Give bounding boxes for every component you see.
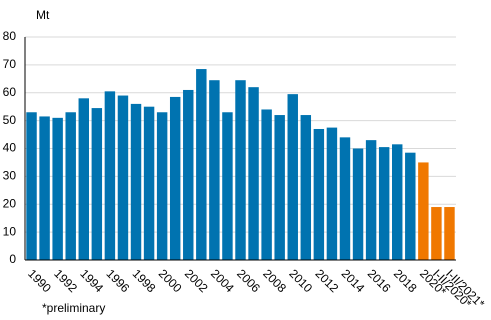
bar: [326, 127, 338, 260]
bar: [130, 103, 142, 261]
bar: [444, 207, 455, 260]
y-tick-label: 20: [3, 196, 17, 210]
bar: [405, 152, 416, 260]
bar: [418, 162, 429, 260]
y-tick-label: 10: [3, 224, 17, 238]
x-tick-label: 1994: [77, 266, 106, 295]
x-tick-label: 1996: [104, 266, 133, 295]
bar: [431, 207, 442, 260]
y-tick-label: 80: [3, 29, 17, 43]
bar: [65, 112, 76, 260]
x-tick-label: 2006: [234, 266, 263, 295]
bar: [300, 115, 312, 260]
y-tick-label: 30: [3, 169, 17, 183]
bar: [339, 137, 351, 260]
bar: [169, 96, 181, 261]
y-tick-label: 40: [3, 141, 17, 155]
bar: [222, 112, 233, 260]
x-tick-label: 2016: [365, 266, 394, 295]
bar: [209, 80, 220, 260]
bar: [196, 69, 207, 261]
bar: [39, 116, 50, 260]
x-tick-label: 2014: [339, 266, 368, 295]
x-tick-label: 2004: [208, 266, 237, 295]
bar: [235, 80, 246, 260]
y-tick-label: 70: [3, 57, 17, 71]
bar: [78, 98, 89, 260]
y-tick-label: 50: [3, 113, 17, 127]
bar: [365, 140, 377, 260]
x-tick-label: 2012: [312, 266, 341, 295]
bar: [183, 89, 194, 261]
x-tick-label: 1990: [25, 266, 54, 295]
x-tick-label: 2018: [391, 266, 420, 295]
bar: [248, 87, 259, 260]
x-tick-label: 2002: [182, 266, 211, 295]
y-tick-label: 0: [9, 252, 16, 266]
bar: [261, 109, 272, 260]
x-tick-label: 2000: [156, 266, 185, 295]
y-unit: Mt: [36, 8, 50, 22]
bar: [91, 108, 103, 260]
bar: [104, 91, 116, 260]
x-tick-label: 2008: [260, 266, 289, 295]
bar: [26, 112, 37, 260]
bar: [378, 147, 390, 260]
x-tick-label: 1992: [51, 266, 80, 295]
bar: [287, 94, 298, 260]
bar: [392, 144, 403, 260]
x-tick-label: 2010: [286, 266, 315, 295]
y-tick-label: 60: [3, 85, 17, 99]
bar: [313, 128, 325, 260]
note: *preliminary: [42, 301, 105, 315]
bar: [52, 117, 63, 261]
bar: [117, 95, 129, 260]
bar: [156, 112, 168, 260]
bar: [143, 106, 155, 260]
x-tick-label: 1998: [130, 266, 159, 295]
bar: [274, 115, 285, 260]
bar: [352, 148, 364, 260]
